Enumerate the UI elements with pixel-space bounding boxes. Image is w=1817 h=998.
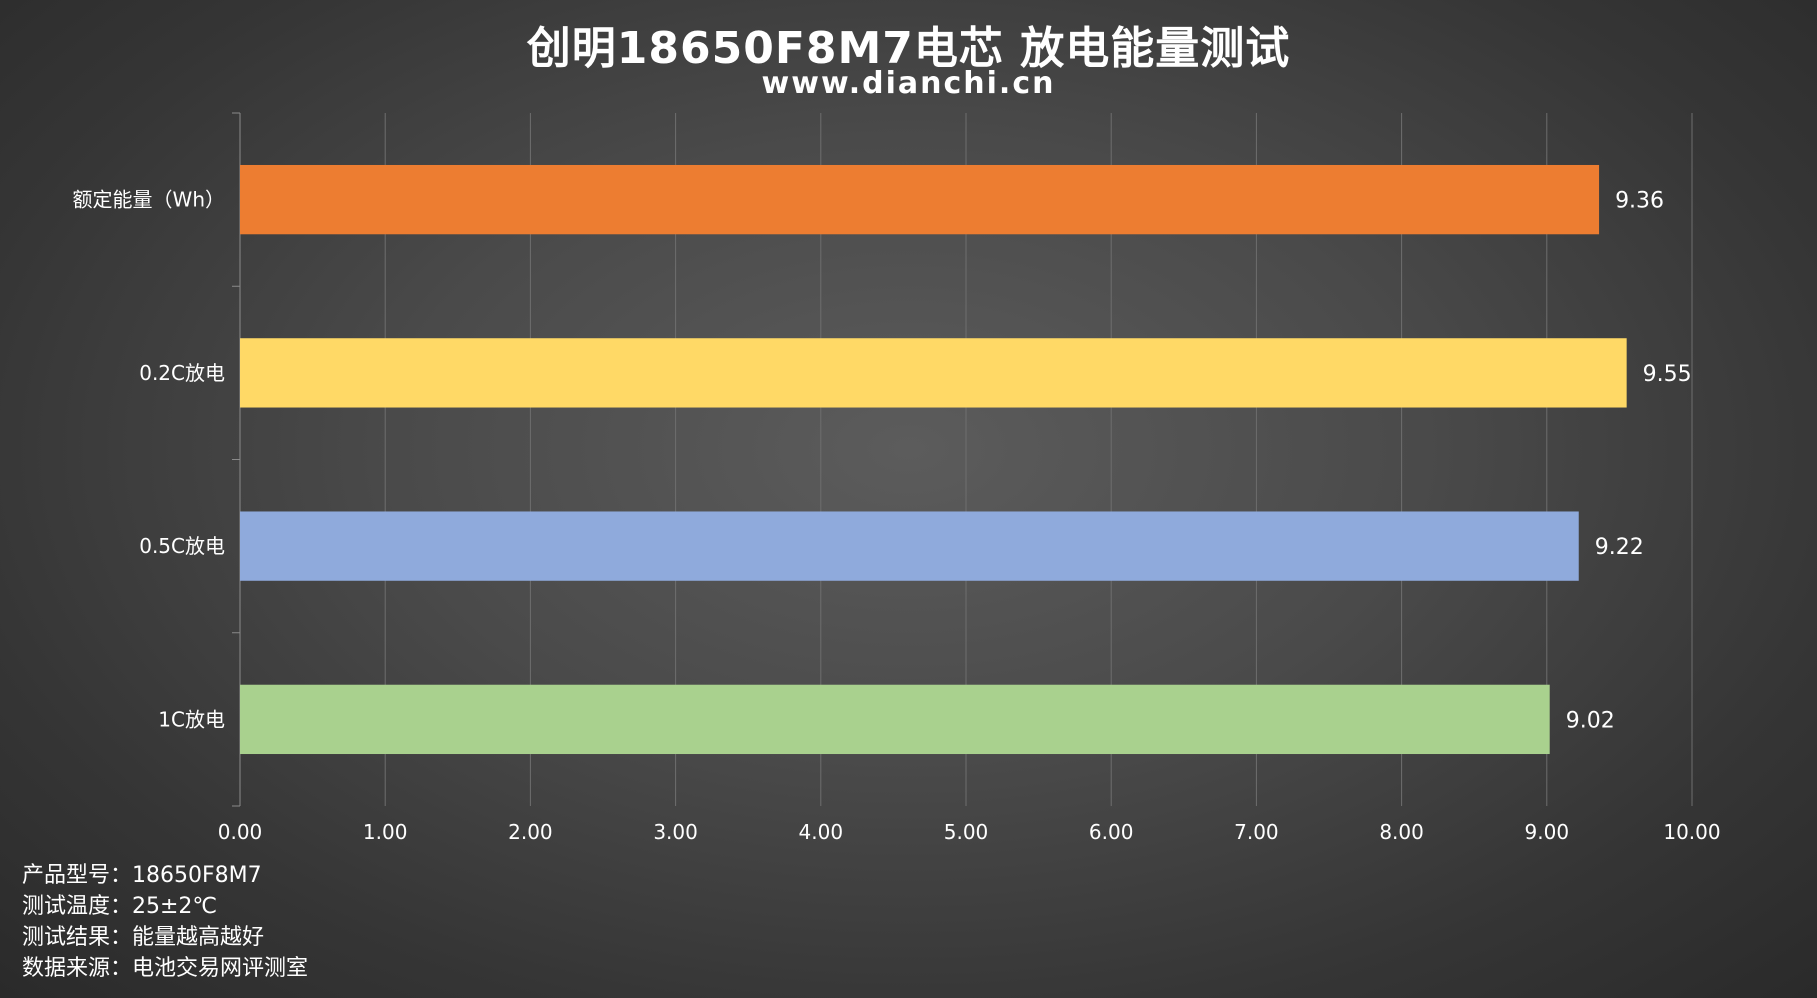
x-tick-label: 8.00 — [1379, 820, 1424, 844]
bar — [240, 338, 1627, 408]
x-tick-labels: 0.00 1.00 2.00 3.00 4.00 5.00 6.00 7.00 8.00 9.00… — [218, 820, 1721, 844]
note-source: 数据来源：电池交易网评测室 — [22, 956, 309, 981]
x-tick-label: 6.00 — [1089, 820, 1134, 844]
category-label: 0.5C放电 — [139, 534, 225, 558]
data-label: 9.55 — [1643, 362, 1692, 387]
chart-title: 创明18650F8M7电芯 放电能量测试 — [526, 23, 1291, 74]
x-tick-label: 5.00 — [944, 820, 989, 844]
category-label: 1C放电 — [158, 707, 225, 731]
note-model: 产品型号：18650F8M7 — [22, 863, 262, 888]
x-tick-label: 2.00 — [508, 820, 553, 844]
x-tick-label: 1.00 — [363, 820, 408, 844]
test-notes: 产品型号：18650F8M7 测试温度：25±2℃ 测试结果：能量越高越好 数据… — [22, 860, 308, 984]
data-label: 9.02 — [1566, 708, 1615, 733]
chart-subtitle-url: www.dianchi.cn — [761, 66, 1056, 101]
x-tick-label: 9.00 — [1525, 820, 1570, 844]
x-tick-label: 10.00 — [1663, 820, 1720, 844]
x-tick-label: 4.00 — [799, 820, 844, 844]
data-labels: 9.36 9.55 9.22 9.02 — [1566, 189, 1692, 734]
x-tick-label: 7.00 — [1234, 820, 1279, 844]
bars — [240, 164, 1627, 755]
bar — [240, 164, 1600, 235]
bar — [240, 511, 1579, 581]
x-tick-label: 3.00 — [653, 820, 698, 844]
x-tick-label: 0.00 — [218, 820, 263, 844]
category-axis — [232, 112, 241, 807]
category-label: 0.2C放电 — [139, 361, 225, 385]
category-labels: 额定能量（Wh） 0.2C放电 0.5C放电 1C放电 — [73, 188, 225, 732]
data-label: 9.22 — [1595, 535, 1644, 560]
bar — [240, 684, 1550, 755]
category-label: 额定能量（Wh） — [73, 188, 225, 212]
data-label: 9.36 — [1615, 189, 1664, 214]
note-result: 测试结果：能量越高越好 — [22, 925, 265, 950]
note-temperature: 测试温度：25±2℃ — [22, 894, 218, 919]
